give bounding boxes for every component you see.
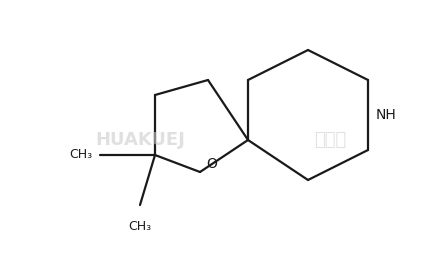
Text: NH: NH [376,108,396,122]
Text: CH₃: CH₃ [69,148,92,162]
Text: HUAKUEJ: HUAKUEJ [95,131,185,149]
Text: 化学加: 化学加 [314,131,346,149]
Text: CH₃: CH₃ [129,220,152,233]
Text: O: O [206,157,217,171]
